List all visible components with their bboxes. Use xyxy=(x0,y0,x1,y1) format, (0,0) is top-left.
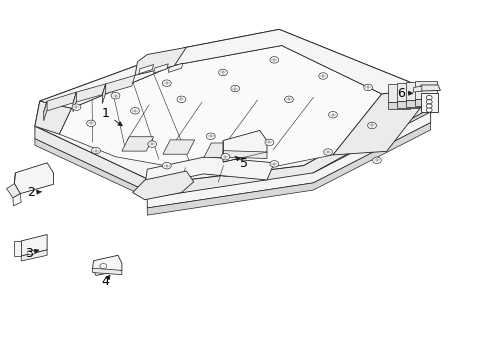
Polygon shape xyxy=(163,140,195,154)
Polygon shape xyxy=(6,184,20,198)
Circle shape xyxy=(426,108,432,112)
Polygon shape xyxy=(415,81,437,99)
Polygon shape xyxy=(415,99,437,106)
Polygon shape xyxy=(40,30,426,108)
Polygon shape xyxy=(44,92,76,112)
Polygon shape xyxy=(102,84,106,104)
Polygon shape xyxy=(145,157,274,186)
Polygon shape xyxy=(139,64,154,74)
Polygon shape xyxy=(421,93,438,112)
Text: 2: 2 xyxy=(27,186,41,199)
Circle shape xyxy=(162,162,171,169)
Polygon shape xyxy=(21,234,47,256)
Circle shape xyxy=(27,250,34,255)
Polygon shape xyxy=(420,85,441,91)
Circle shape xyxy=(368,122,376,129)
Circle shape xyxy=(148,141,157,147)
Polygon shape xyxy=(133,171,194,200)
Circle shape xyxy=(319,73,328,79)
Polygon shape xyxy=(389,84,411,102)
Polygon shape xyxy=(35,95,431,196)
Circle shape xyxy=(221,153,230,160)
Circle shape xyxy=(364,84,372,91)
Polygon shape xyxy=(389,102,411,109)
Circle shape xyxy=(426,100,432,104)
Polygon shape xyxy=(35,108,431,202)
Circle shape xyxy=(426,95,432,100)
Polygon shape xyxy=(93,268,122,275)
Circle shape xyxy=(265,139,274,145)
Polygon shape xyxy=(35,30,431,184)
Polygon shape xyxy=(147,112,431,208)
Circle shape xyxy=(219,69,227,76)
Circle shape xyxy=(206,133,215,139)
Polygon shape xyxy=(414,86,422,92)
Text: 5: 5 xyxy=(235,156,248,170)
Circle shape xyxy=(87,120,96,127)
Polygon shape xyxy=(14,241,21,256)
Polygon shape xyxy=(406,100,428,107)
Polygon shape xyxy=(135,47,186,75)
Circle shape xyxy=(231,85,240,92)
Circle shape xyxy=(285,96,294,103)
Text: 4: 4 xyxy=(102,275,110,288)
Polygon shape xyxy=(73,92,76,112)
Polygon shape xyxy=(397,101,419,108)
Polygon shape xyxy=(147,123,431,215)
Polygon shape xyxy=(154,64,168,73)
Polygon shape xyxy=(59,45,382,176)
Polygon shape xyxy=(223,131,267,162)
Circle shape xyxy=(72,104,81,111)
Polygon shape xyxy=(397,83,419,101)
Text: 1: 1 xyxy=(102,107,122,126)
Circle shape xyxy=(270,57,279,63)
Circle shape xyxy=(92,147,100,154)
Polygon shape xyxy=(204,143,236,157)
Polygon shape xyxy=(333,89,431,155)
Circle shape xyxy=(426,104,432,108)
Polygon shape xyxy=(44,101,47,121)
Circle shape xyxy=(100,264,107,269)
Polygon shape xyxy=(406,82,428,100)
Polygon shape xyxy=(93,255,122,275)
Circle shape xyxy=(372,157,381,163)
Polygon shape xyxy=(13,194,21,206)
Circle shape xyxy=(162,80,171,86)
Circle shape xyxy=(324,149,332,155)
Circle shape xyxy=(177,96,186,103)
Circle shape xyxy=(270,161,279,167)
Circle shape xyxy=(111,93,120,99)
Circle shape xyxy=(329,112,337,118)
Circle shape xyxy=(131,108,140,114)
Polygon shape xyxy=(14,163,53,194)
Polygon shape xyxy=(73,84,106,103)
Text: 6: 6 xyxy=(397,87,413,100)
Polygon shape xyxy=(21,250,47,261)
Polygon shape xyxy=(223,150,267,158)
Polygon shape xyxy=(168,63,183,72)
Text: 3: 3 xyxy=(24,247,39,260)
Polygon shape xyxy=(102,75,135,95)
Polygon shape xyxy=(122,137,154,151)
Polygon shape xyxy=(35,101,72,134)
